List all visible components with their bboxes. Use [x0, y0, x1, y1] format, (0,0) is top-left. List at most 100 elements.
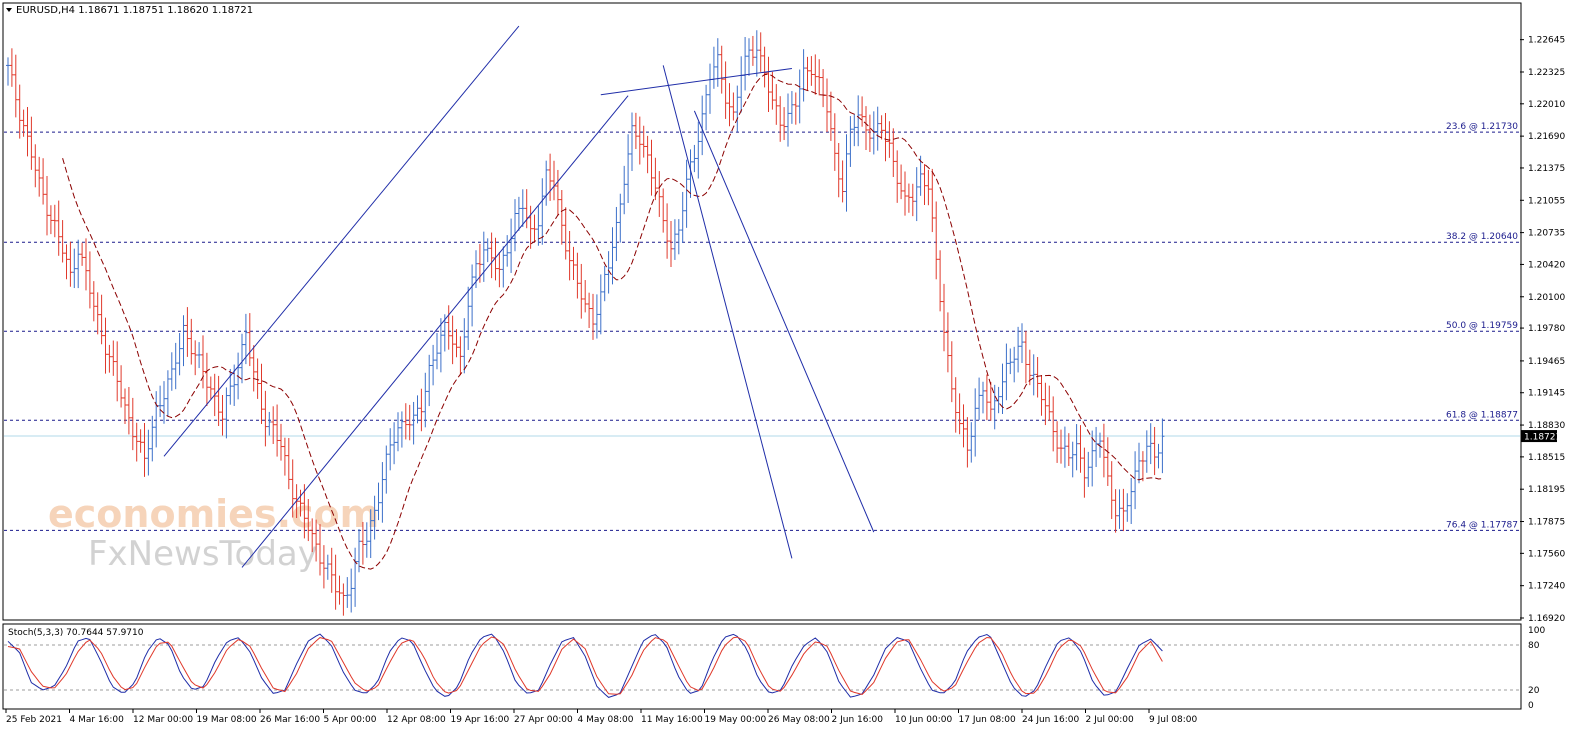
ohlc-bar [735, 85, 740, 132]
ohlc-bar [875, 106, 880, 151]
ohlc-bar [544, 160, 549, 206]
ohlc-bar [520, 189, 525, 227]
ohlc-bar [435, 333, 439, 370]
ohlc-bar [1105, 437, 1110, 486]
ohlc-bar [201, 335, 205, 389]
ohlc-bar [758, 32, 763, 72]
time-tick-label: 4 Mar 16:00 [70, 715, 125, 725]
ohlc-bar [123, 388, 127, 424]
ohlc-bar [364, 522, 369, 558]
ohlc-bar [618, 193, 623, 243]
time-tick-label: 12 Mar 00:00 [133, 715, 193, 725]
ohlc-bar [72, 248, 77, 289]
ohlc-bar [750, 35, 755, 66]
ohlc-bar [33, 144, 38, 188]
ohlc-bar [52, 204, 57, 238]
trend-line [693, 110, 875, 533]
ohlc-bar [1035, 357, 1040, 398]
ohlc-bar [836, 142, 841, 198]
ohlc-bar [766, 56, 771, 112]
ma-line [62, 73, 1163, 570]
ohlc-bar [587, 292, 592, 328]
ohlc-bar [392, 422, 397, 465]
ohlc-bar [423, 372, 428, 428]
fib-level-label: 61.8 @ 1.18877 [1446, 410, 1518, 420]
ohlc-bar [415, 395, 420, 424]
ohlc-bar [684, 159, 689, 228]
ohlc-bar [271, 406, 276, 444]
ohlc-bar [903, 171, 907, 216]
ohlc-bar [715, 38, 720, 87]
time-tick-label: 4 May 08:00 [578, 715, 634, 725]
ohlc-bar [56, 200, 61, 256]
ohlc-bar [1059, 429, 1063, 464]
ohlc-bar [501, 246, 506, 288]
time-tick-label: 17 Jun 08:00 [959, 715, 1016, 725]
ohlc-bar [622, 165, 627, 215]
ohlc-bar [532, 214, 537, 243]
time-tick-label: 2 Jun 16:00 [832, 715, 884, 725]
ohlc-bar [130, 397, 135, 451]
ohlc-bar [977, 377, 982, 420]
ohlc-bar [388, 428, 393, 471]
ohlc-bar [895, 150, 900, 203]
time-tick-label: 25 Feb 2021 [6, 715, 62, 725]
ohlc-bar [606, 251, 611, 294]
time-tick-label: 10 Jun 00:00 [895, 715, 952, 725]
ohlc-bar [84, 238, 88, 291]
ohlc-bar [64, 244, 69, 280]
ohlc-bar [399, 411, 404, 448]
ohlc-bar [910, 183, 915, 217]
ohlc-bar [563, 207, 568, 260]
ohlc-bar [797, 69, 802, 124]
ohlc-bar [1066, 433, 1071, 466]
stoch-tick-label: 20 [1528, 686, 1540, 696]
ohlc-bar [290, 459, 295, 518]
ohlc-bar [591, 293, 595, 340]
ohlc-bar [731, 92, 736, 121]
ohlc-bar [817, 59, 822, 96]
ohlc-bar [770, 71, 775, 110]
ohlc-bar [610, 227, 615, 285]
ohlc-bar [9, 48, 14, 87]
ohlc-bar [1148, 423, 1153, 465]
ohlc-bar [743, 36, 748, 91]
ohlc-bar [185, 307, 190, 357]
ohlc-bar [879, 115, 884, 140]
ohlc-bar [727, 83, 732, 127]
ohlc-bar [762, 46, 767, 88]
ohlc-bar [396, 412, 400, 452]
ohlc-bar [25, 106, 30, 157]
ohlc-bar [922, 164, 927, 205]
ohlc-bar [384, 445, 389, 494]
ohlc-bar [13, 54, 18, 118]
ohlc-bar [860, 96, 865, 127]
ohlc-bar [243, 313, 248, 365]
ohlc-bar [867, 114, 872, 153]
ohlc-bar [485, 238, 490, 263]
ohlc-bar [887, 121, 892, 158]
ohlc-bar [633, 112, 638, 150]
ohlc-bar [263, 390, 268, 447]
ohlc-bar [337, 575, 342, 605]
time-tick-label: 9 Jul 08:00 [1149, 715, 1198, 725]
ohlc-bar [1078, 425, 1083, 473]
ohlc-bar [282, 437, 287, 476]
ohlc-bar [247, 313, 252, 367]
ohlc-bar [981, 381, 985, 414]
stoch-tick-label: 80 [1528, 641, 1540, 651]
ohlc-bar [431, 344, 436, 386]
ohlc-bar [540, 178, 545, 245]
ohlc-bar [333, 554, 338, 610]
ohlc-bar [840, 160, 845, 203]
price-pane-frame [2, 2, 1522, 621]
ohlc-bar [138, 429, 143, 453]
ohlc-bar [949, 341, 954, 403]
ohlc-bar [992, 384, 997, 430]
ohlc-bar [240, 333, 244, 384]
stoch-series-line [7, 633, 1163, 698]
time-tick-label: 26 May 08:00 [768, 715, 830, 725]
ohlc-bar [524, 189, 529, 229]
ohlc-bar [267, 411, 272, 436]
collapse-triangle-icon[interactable] [6, 8, 12, 12]
